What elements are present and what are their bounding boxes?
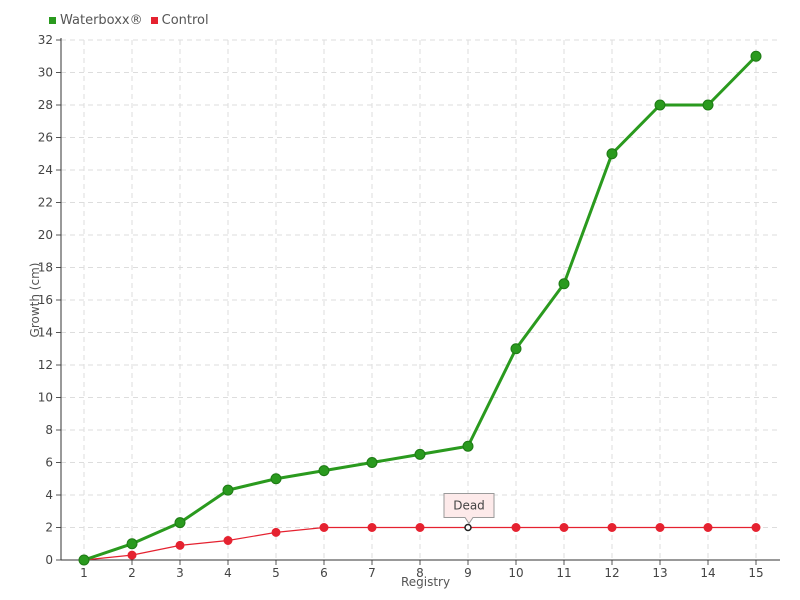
y-tick-label: 24 — [38, 163, 53, 177]
y-tick-label: 2 — [45, 521, 53, 535]
data-point-control[interactable] — [271, 527, 281, 537]
y-tick-label: 30 — [38, 66, 53, 80]
y-tick-label: 16 — [38, 293, 53, 307]
data-point-control[interactable] — [511, 523, 521, 532]
data-point-control[interactable] — [415, 523, 425, 532]
data-point-waterboxx[interactable] — [78, 554, 90, 566]
data-point-control[interactable] — [703, 523, 713, 532]
x-tick-label: 13 — [652, 566, 667, 580]
legend-label-control: Control — [161, 13, 209, 28]
legend: Waterboxx® Control — [49, 13, 209, 28]
data-point-waterboxx[interactable] — [510, 343, 522, 355]
y-tick-label: 26 — [38, 131, 53, 145]
data-point-control[interactable] — [607, 523, 617, 532]
y-tick-label: 8 — [45, 423, 53, 437]
x-tick-label: 7 — [368, 566, 376, 580]
data-point-waterboxx[interactable] — [126, 538, 138, 550]
data-point-control-dead[interactable] — [464, 523, 472, 532]
y-tick-label: 20 — [38, 228, 53, 242]
y-tick-label: 10 — [38, 391, 53, 405]
legend-item-waterboxx[interactable]: Waterboxx® — [49, 13, 143, 28]
data-point-control[interactable] — [319, 523, 329, 532]
y-tick-label: 14 — [38, 326, 53, 340]
data-point-waterboxx[interactable] — [654, 99, 666, 111]
x-tick-label: 12 — [604, 566, 619, 580]
y-tick-label: 22 — [38, 196, 53, 210]
y-tick-label: 12 — [38, 358, 53, 372]
data-point-waterboxx[interactable] — [558, 278, 570, 290]
x-tick-label: 6 — [320, 566, 328, 580]
x-tick-label: 8 — [416, 566, 424, 580]
legend-swatch-waterboxx — [49, 17, 56, 24]
data-point-waterboxx[interactable] — [462, 440, 474, 452]
data-point-control[interactable] — [175, 540, 185, 550]
data-point-control[interactable] — [127, 550, 137, 560]
x-tick-label: 3 — [176, 566, 184, 580]
data-point-control[interactable] — [751, 523, 761, 532]
y-tick-label: 18 — [38, 261, 53, 275]
x-tick-label: 14 — [700, 566, 715, 580]
x-axis-label: Registry — [401, 575, 450, 589]
data-point-waterboxx[interactable] — [414, 448, 426, 460]
x-tick-label: 9 — [464, 566, 472, 580]
legend-swatch-control — [150, 17, 158, 24]
x-tick-label: 4 — [224, 566, 232, 580]
x-tick-label: 10 — [508, 566, 523, 580]
data-point-control[interactable] — [223, 536, 233, 545]
data-point-waterboxx[interactable] — [366, 457, 378, 468]
x-tick-label: 15 — [748, 566, 763, 580]
data-point-waterboxx[interactable] — [606, 148, 618, 160]
legend-label-waterboxx: Waterboxx® — [60, 13, 143, 28]
x-tick-label: 2 — [128, 566, 136, 580]
data-point-control[interactable] — [559, 523, 569, 532]
y-tick-label: 4 — [45, 488, 53, 502]
x-tick-label: 11 — [556, 566, 571, 580]
legend-item-control[interactable]: Control — [150, 13, 209, 28]
x-tick-label: 5 — [272, 566, 280, 580]
data-point-waterboxx[interactable] — [702, 99, 714, 111]
y-tick-label: 6 — [45, 456, 53, 470]
y-tick-label: 28 — [38, 98, 53, 112]
data-point-waterboxx[interactable] — [270, 473, 282, 485]
data-point-waterboxx[interactable] — [750, 50, 762, 62]
x-tick-label: 1 — [80, 566, 88, 580]
data-point-waterboxx[interactable] — [222, 484, 234, 496]
data-point-control[interactable] — [655, 523, 665, 532]
data-point-waterboxx[interactable] — [318, 465, 330, 477]
data-point-waterboxx[interactable] — [174, 517, 186, 529]
y-tick-label: 32 — [38, 33, 53, 47]
annotation-callout — [443, 493, 495, 525]
y-axis-label: Growth (cm) — [28, 263, 42, 338]
annotation-text: Dead — [453, 499, 485, 513]
data-point-control[interactable] — [367, 523, 377, 532]
y-tick-label: 0 — [45, 553, 53, 567]
